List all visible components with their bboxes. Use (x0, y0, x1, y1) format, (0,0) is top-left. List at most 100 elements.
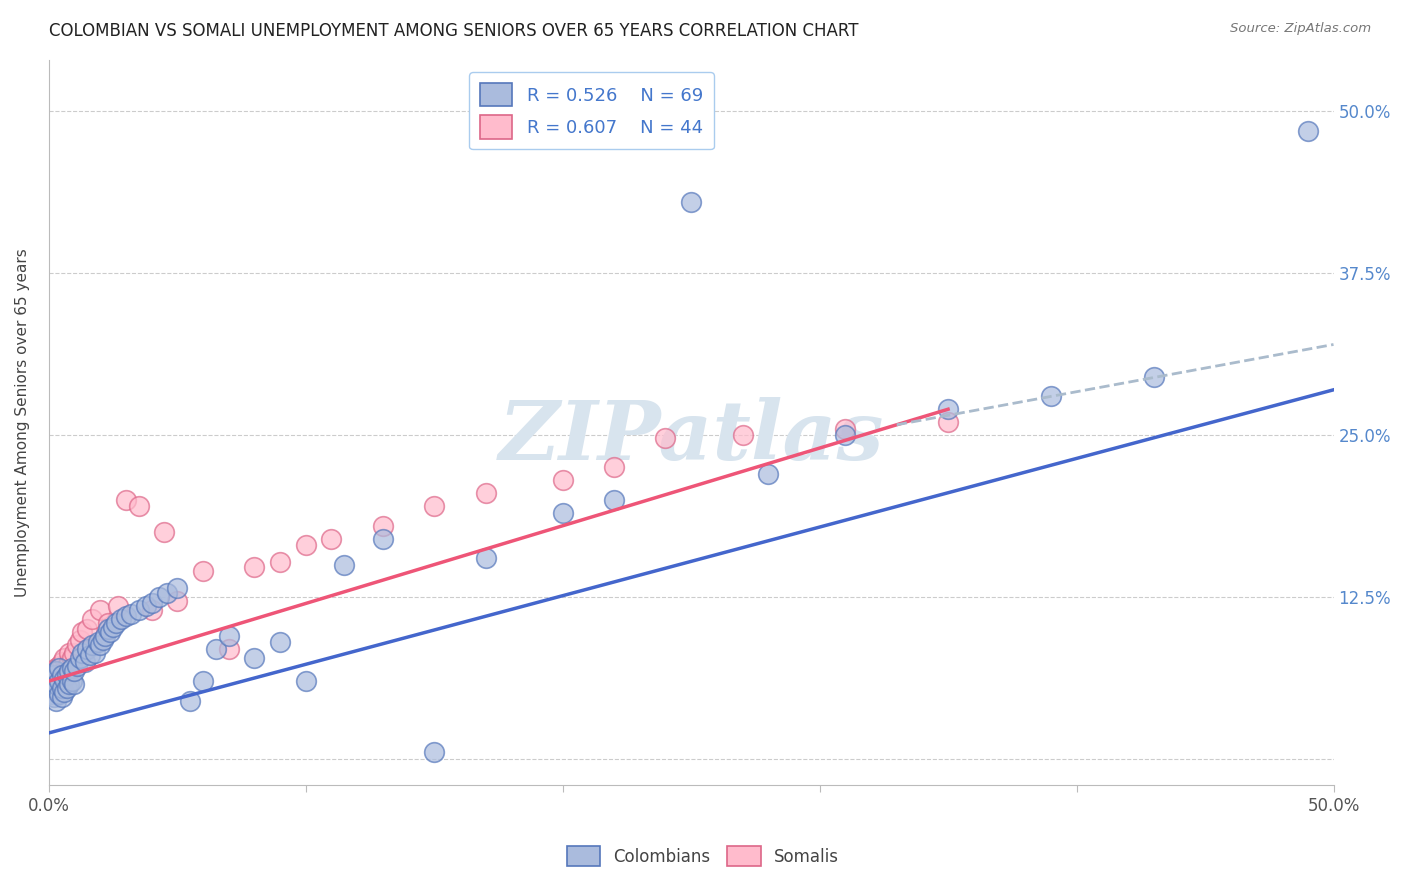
Point (45, 677, 67, 691)
Point (191, 674, 214, 689)
Point (51, 655, 73, 669)
Point (269, 555, 291, 569)
Point (603, 460, 626, 475)
Point (76, 641, 98, 656)
Point (101, 620, 124, 634)
Point (45, 661, 67, 675)
Point (42, 664, 65, 678)
Point (1296, 124, 1319, 138)
Point (166, 581, 188, 595)
Point (58, 677, 80, 691)
Point (55, 667, 77, 681)
Point (1143, 369, 1166, 384)
Legend: Colombians, Somalis: Colombians, Somalis (560, 839, 846, 873)
Point (148, 590, 170, 604)
Point (53, 651, 76, 665)
Point (45, 677, 67, 691)
Point (53, 664, 76, 678)
Point (474, 486, 496, 500)
Point (48, 661, 70, 675)
Point (91, 632, 114, 647)
Point (166, 594, 188, 608)
Point (114, 492, 136, 507)
Point (179, 693, 201, 707)
Point (204, 641, 226, 656)
Point (333, 558, 356, 572)
Point (76, 623, 98, 637)
Point (55, 681, 77, 695)
Point (51, 667, 73, 681)
Point (51, 681, 73, 695)
Point (114, 609, 136, 624)
Point (42, 690, 65, 704)
Point (834, 422, 856, 436)
Point (141, 603, 163, 617)
Point (86, 635, 108, 649)
Point (120, 607, 142, 621)
Point (423, 745, 446, 759)
Point (128, 500, 150, 514)
Point (936, 415, 959, 429)
Y-axis label: Unemployment Among Seniors over 65 years: Unemployment Among Seniors over 65 years (15, 248, 30, 597)
Point (45, 664, 67, 678)
Point (73, 655, 96, 669)
Point (45, 693, 67, 707)
Point (89, 603, 111, 617)
Point (834, 428, 856, 442)
Point (79, 648, 101, 663)
Point (269, 635, 291, 649)
Point (681, 195, 703, 210)
Point (69, 651, 91, 665)
Point (60, 661, 83, 675)
Point (97, 615, 120, 630)
Point (60, 674, 83, 689)
Text: Source: ZipAtlas.com: Source: ZipAtlas.com (1230, 22, 1371, 36)
Point (191, 564, 214, 578)
Point (107, 599, 129, 613)
Point (135, 599, 157, 613)
Text: ZIPatlas: ZIPatlas (498, 397, 884, 476)
Point (936, 402, 959, 417)
Point (371, 518, 394, 533)
Point (48, 674, 70, 689)
Point (42, 674, 65, 689)
Point (423, 500, 446, 514)
Point (141, 597, 163, 611)
Point (66, 638, 89, 652)
Point (63, 664, 86, 678)
Point (55, 658, 77, 673)
Point (551, 474, 574, 488)
Point (551, 506, 574, 520)
Point (51, 690, 73, 704)
Point (58, 655, 80, 669)
Point (731, 428, 754, 442)
Point (128, 603, 150, 617)
Point (51, 667, 73, 681)
Point (82, 612, 104, 626)
Point (474, 551, 496, 566)
Point (94, 629, 117, 643)
Point (603, 492, 626, 507)
Point (66, 658, 89, 673)
Point (294, 538, 316, 552)
Point (89, 638, 111, 652)
Point (84, 646, 107, 660)
Point (41, 674, 63, 689)
Point (1039, 389, 1062, 403)
Point (294, 674, 316, 689)
Point (153, 525, 176, 540)
Point (60, 651, 83, 665)
Point (63, 677, 86, 691)
Point (104, 615, 127, 630)
Point (371, 532, 394, 546)
Point (63, 646, 86, 660)
Point (243, 560, 266, 574)
Point (41, 687, 63, 701)
Point (53, 672, 76, 686)
Point (48, 672, 70, 686)
Point (321, 532, 343, 546)
Point (48, 687, 70, 701)
Point (756, 467, 779, 481)
Legend: R = 0.526    N = 69, R = 0.607    N = 44: R = 0.526 N = 69, R = 0.607 N = 44 (470, 72, 714, 149)
Point (42, 667, 65, 681)
